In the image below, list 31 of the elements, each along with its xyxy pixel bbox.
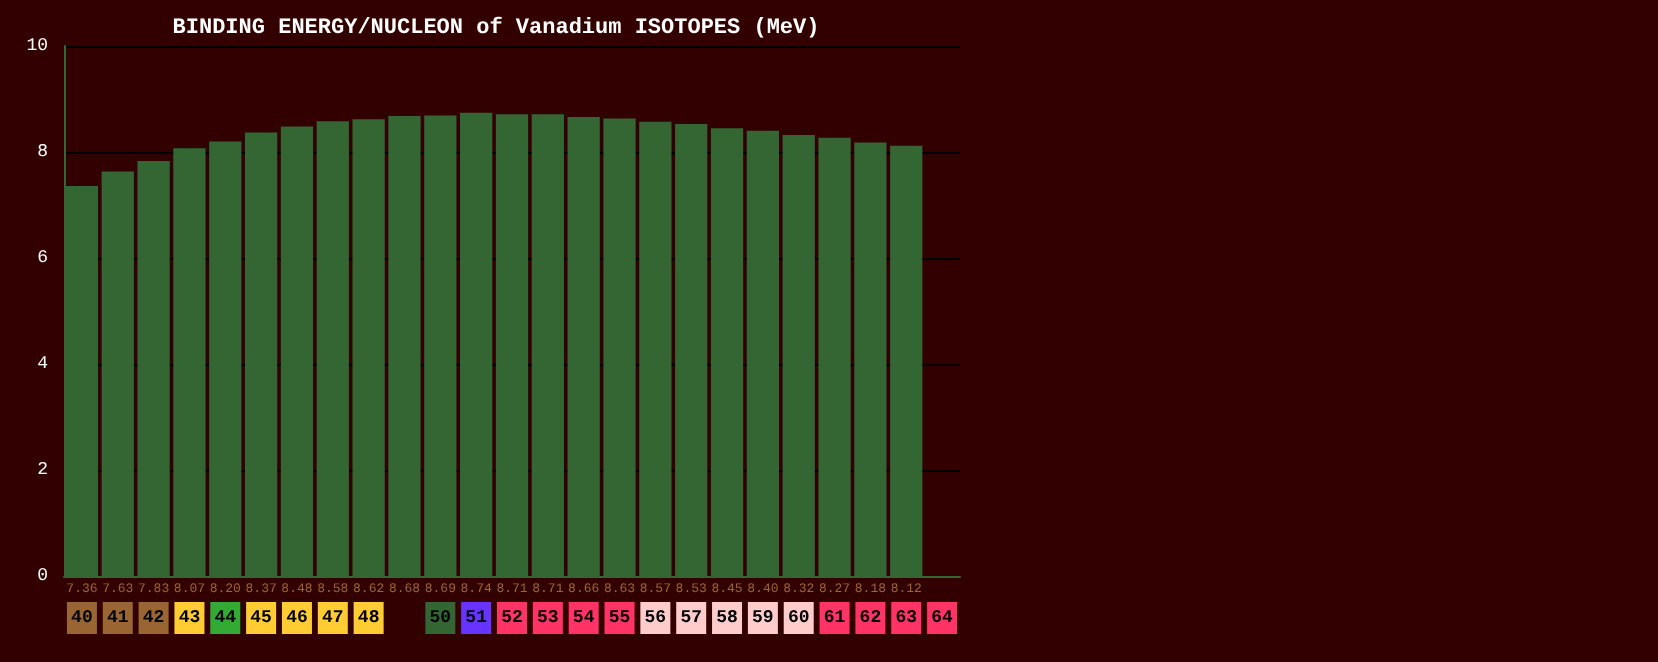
- x-tick-label: 58: [716, 608, 738, 628]
- x-tick-label: 41: [106, 608, 130, 628]
- x-tick-label: 59: [752, 608, 774, 628]
- y-tick-label: 2: [37, 460, 48, 480]
- x-tick-label: 47: [321, 608, 344, 628]
- x-tick-label: 63: [895, 608, 918, 628]
- x-tick-label: 54: [572, 608, 596, 628]
- x-tick-label: 43: [178, 608, 201, 628]
- x-tick-label: 53: [537, 608, 559, 628]
- y-tick-label: 10: [26, 36, 48, 56]
- x-tick-label: 48: [357, 608, 380, 628]
- x-tick-label: 62: [859, 608, 882, 628]
- x-tick-label: 44: [214, 608, 238, 628]
- x-tick-label: 55: [608, 608, 631, 628]
- x-tick-label: 52: [501, 608, 523, 628]
- x-tick-label: 42: [142, 608, 165, 628]
- y-tick-label: 4: [37, 354, 48, 374]
- x-tick-label: 60: [787, 608, 810, 628]
- x-tick-label: 46: [286, 608, 308, 628]
- x-tick-label: 57: [680, 608, 703, 628]
- chart-title: BINDING ENERGY/NUCLEON of Vanadium ISOTOPES (MeV): [172, 15, 820, 41]
- x-tick-label: 64: [931, 608, 955, 628]
- y-tick-label: 8: [37, 142, 48, 162]
- y-tick-label: 6: [37, 248, 48, 268]
- x-tick-label: 61: [823, 608, 847, 628]
- x-tick-label: 51: [465, 608, 489, 628]
- x-tick-label: 50: [429, 608, 452, 628]
- x-tick-label: 45: [250, 608, 272, 628]
- y-tick-label: 0: [37, 566, 48, 586]
- x-tick-label: 56: [644, 608, 667, 628]
- x-tick-label: 40: [71, 608, 93, 628]
